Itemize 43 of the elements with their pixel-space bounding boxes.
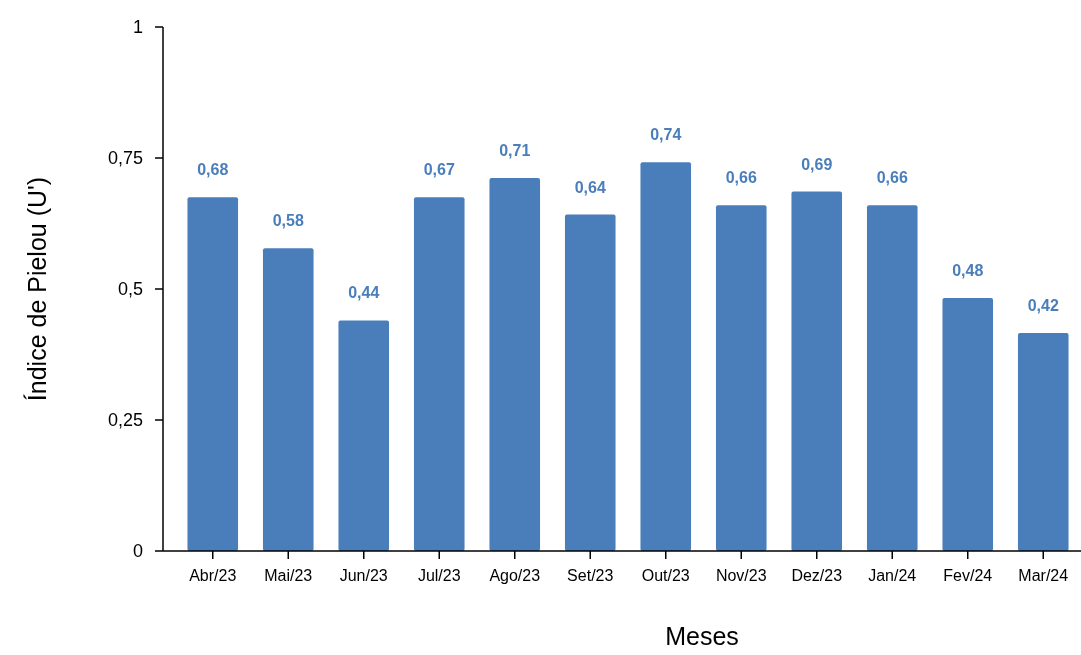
data-label: 0,66: [725, 169, 757, 187]
bar: [564, 214, 616, 551]
x-tick-label: Ago/23: [489, 567, 541, 584]
data-label: 0,67: [423, 161, 455, 179]
bar: [715, 205, 767, 551]
data-label: 0,69: [801, 155, 833, 173]
y-axis-title: Índice de Pielou (U'): [23, 176, 51, 402]
x-tick-label: Abr/23: [189, 567, 237, 584]
x-tick-label: Jun/23: [339, 567, 388, 584]
bar: [489, 177, 541, 551]
bar: [640, 162, 692, 551]
x-tick-label: Set/23: [567, 567, 614, 584]
bar: [187, 197, 239, 551]
data-label: 0,68: [197, 161, 229, 179]
x-axis-title: Meses: [665, 622, 739, 650]
y-tick-label: 0,75: [107, 148, 143, 169]
y-tick-label: 1: [132, 17, 143, 38]
data-label: 0,74: [650, 126, 682, 144]
x-tick-label: Dez/23: [791, 567, 843, 584]
data-label: 0,64: [574, 178, 606, 196]
data-label: 0,44: [348, 284, 380, 302]
x-tick-label: Fev/24: [943, 567, 993, 584]
bar: [866, 205, 918, 551]
x-tick-label: Out/23: [641, 567, 690, 584]
data-label: 0,48: [952, 261, 984, 279]
bar: [942, 297, 994, 551]
y-tick-label: 0,5: [117, 279, 143, 300]
y-tick-label: 0,25: [107, 410, 143, 431]
data-label: 0,58: [272, 212, 304, 230]
x-tick-label: Jan/24: [868, 567, 917, 584]
x-tick-label: Jul/23: [417, 567, 461, 584]
x-tick-label: Mai/23: [264, 567, 313, 584]
data-label: 0,66: [876, 169, 908, 187]
bar: [262, 248, 314, 551]
bar: [338, 320, 390, 551]
x-tick-label: Nov/23: [715, 567, 767, 584]
x-tick-label: Mar/24: [1018, 567, 1069, 584]
data-label: 0,71: [499, 141, 531, 159]
data-label: 0,42: [1027, 297, 1059, 315]
bar: [791, 191, 843, 551]
bar: [413, 197, 465, 551]
y-tick-label: 0: [132, 541, 143, 562]
bar: [1017, 333, 1069, 551]
